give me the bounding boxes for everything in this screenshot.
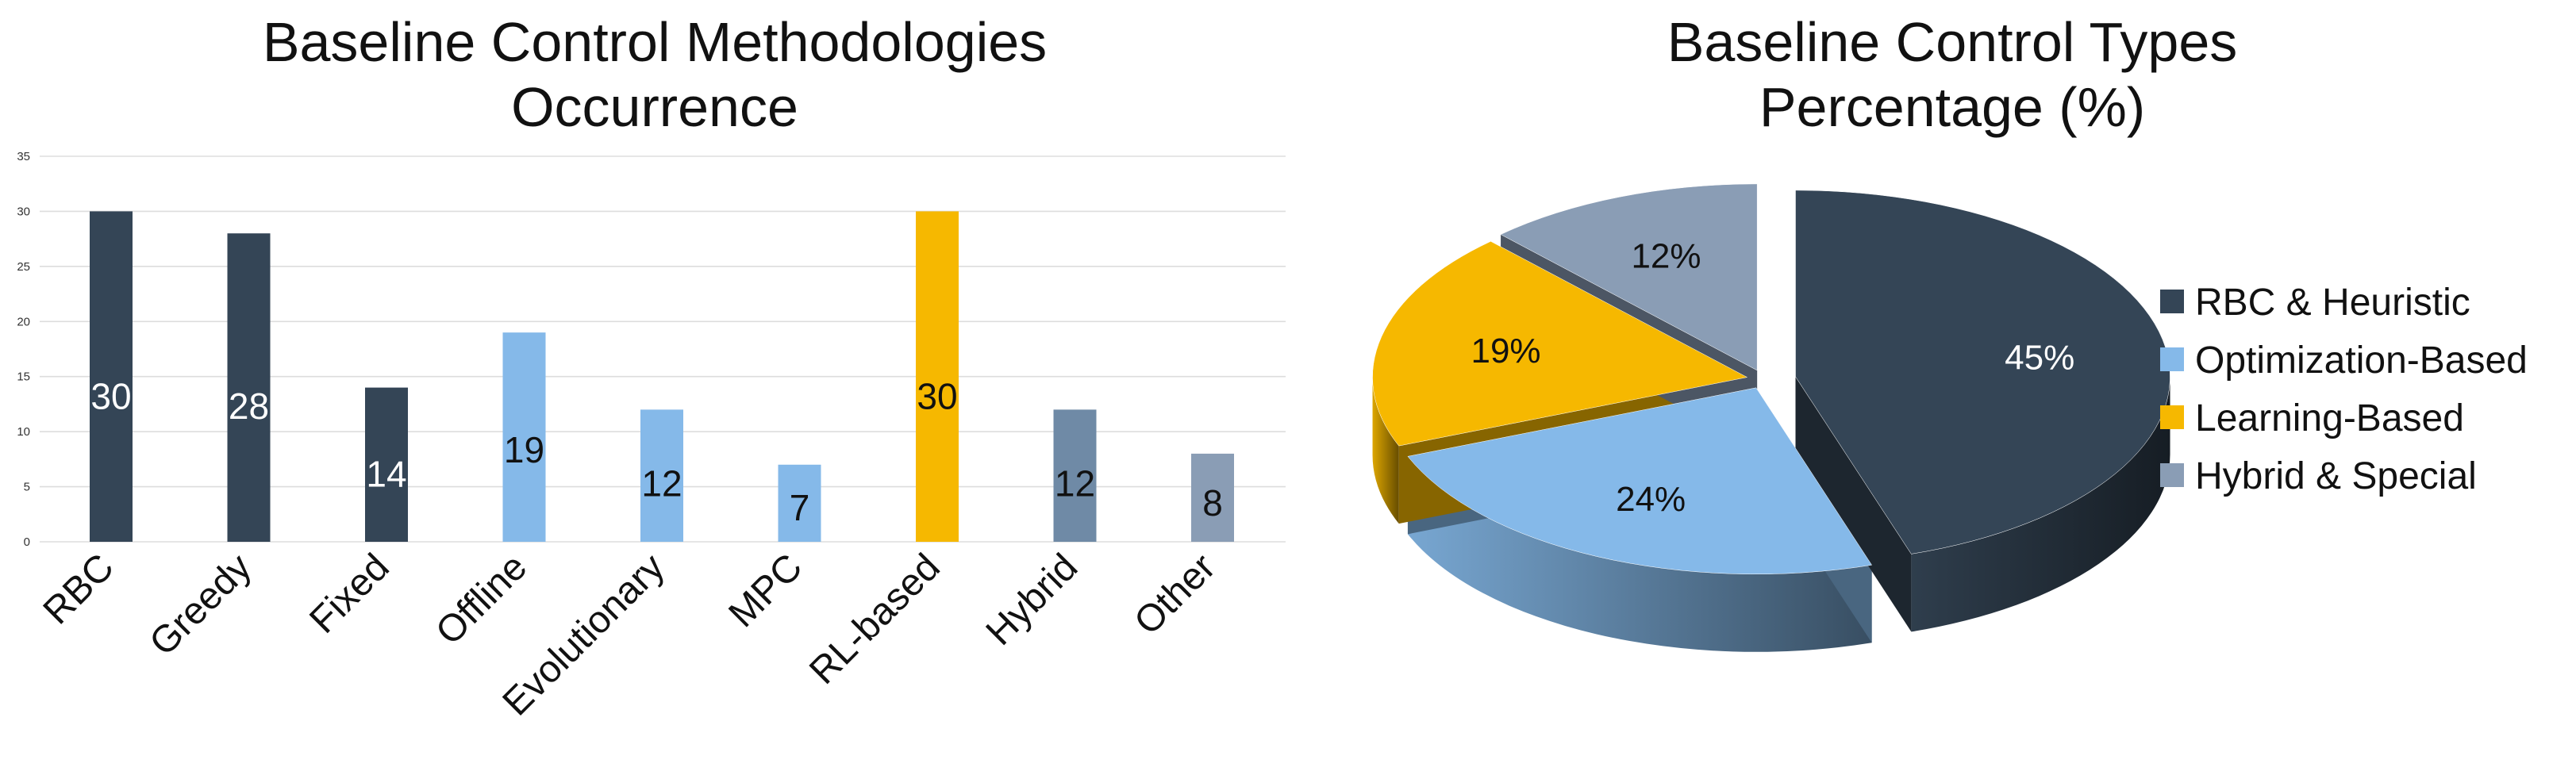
bar-rl-based <box>916 211 959 542</box>
pie-value-label: 45% <box>2005 339 2074 378</box>
x-tick-label: Greedy <box>141 546 260 664</box>
y-tick-label: 0 <box>24 535 30 549</box>
legend-swatch <box>2160 347 2184 371</box>
pie-slice-hybrid-special <box>1500 183 1758 371</box>
bar-value-label: 7 <box>790 487 810 528</box>
pie-value-label: 19% <box>1471 332 1540 370</box>
pie-slice-side <box>1372 377 1399 524</box>
pie-slice-side <box>1407 456 1872 652</box>
bar-other <box>1191 453 1234 542</box>
bar-rbc <box>90 211 133 542</box>
bar-chart-title-line-1: Baseline Control Methodologies <box>262 11 1048 73</box>
bar-value-label: 28 <box>229 386 269 427</box>
y-tick-label: 20 <box>17 315 30 328</box>
bar-value-label: 8 <box>1202 482 1223 524</box>
bar-chart-title: Baseline Control Methodologies Occurrenc… <box>175 10 1135 140</box>
x-tick-label: Offline <box>428 546 535 653</box>
pie-chart-title-line-1: Baseline Control Types <box>1667 11 2238 73</box>
x-tick-label: Fixed <box>302 546 397 641</box>
legend-swatch <box>2160 405 2184 429</box>
x-tick-label: RL-based <box>802 546 948 693</box>
bar-hybrid <box>1053 409 1097 542</box>
pie-slice-learning-based <box>1372 241 1748 447</box>
x-tick-label: Other <box>1126 546 1223 643</box>
y-tick-label: 15 <box>17 370 30 384</box>
bar-value-label: 19 <box>504 429 544 470</box>
legend-swatch <box>2160 463 2184 487</box>
legend-swatch <box>2160 290 2184 313</box>
pie-value-label: 12% <box>1631 237 1701 276</box>
bar-fixed <box>365 387 408 542</box>
x-tick-label: MPC <box>721 546 810 635</box>
pie-chart-title-line-2: Percentage (%) <box>1759 76 2146 138</box>
bar-chart: 0 5 10 15 20 25 30 35 30 RBC 28 Greedy 14 Fixed 19 Offl… <box>17 150 1286 724</box>
y-tick-label: 10 <box>17 425 30 439</box>
bar-evolutionary <box>640 409 683 542</box>
bar-value-label: 12 <box>1055 463 1095 505</box>
bar-mpc <box>778 464 821 542</box>
x-tick-label: Hybrid <box>978 546 1086 654</box>
legend-label: Learning-Based <box>2195 397 2464 439</box>
bar-value-label: 30 <box>90 376 131 417</box>
pie-slice-side <box>1911 376 2170 632</box>
y-tick-label: 25 <box>17 260 30 274</box>
pie-chart: 45% 24% 19% 12% RBC & Heuristic Optimization-… <box>1372 183 2528 652</box>
legend-label: Hybrid & Special <box>2195 455 2477 497</box>
bar-value-label: 30 <box>917 376 957 417</box>
pie-slice-edge <box>1795 376 1912 632</box>
y-tick-label: 30 <box>17 205 30 218</box>
legend-label: Optimization-Based <box>2195 340 2528 382</box>
pie-value-label: 24% <box>1616 480 1686 519</box>
bar-offline <box>502 332 546 542</box>
x-tick-label: RBC <box>36 546 122 632</box>
y-tick-label: 5 <box>24 481 30 494</box>
legend-label: RBC & Heuristic <box>2195 282 2470 324</box>
pie-chart-title: Baseline Control Types Percentage (%) <box>1555 10 2349 140</box>
bar-greedy <box>227 233 271 542</box>
y-tick-label: 35 <box>17 150 30 163</box>
bar-value-label: 14 <box>366 453 406 494</box>
bar-value-label: 12 <box>641 463 682 505</box>
bar-chart-title-line-2: Occurrence <box>511 76 798 138</box>
pie-slice-optimization-based <box>1407 387 1873 575</box>
